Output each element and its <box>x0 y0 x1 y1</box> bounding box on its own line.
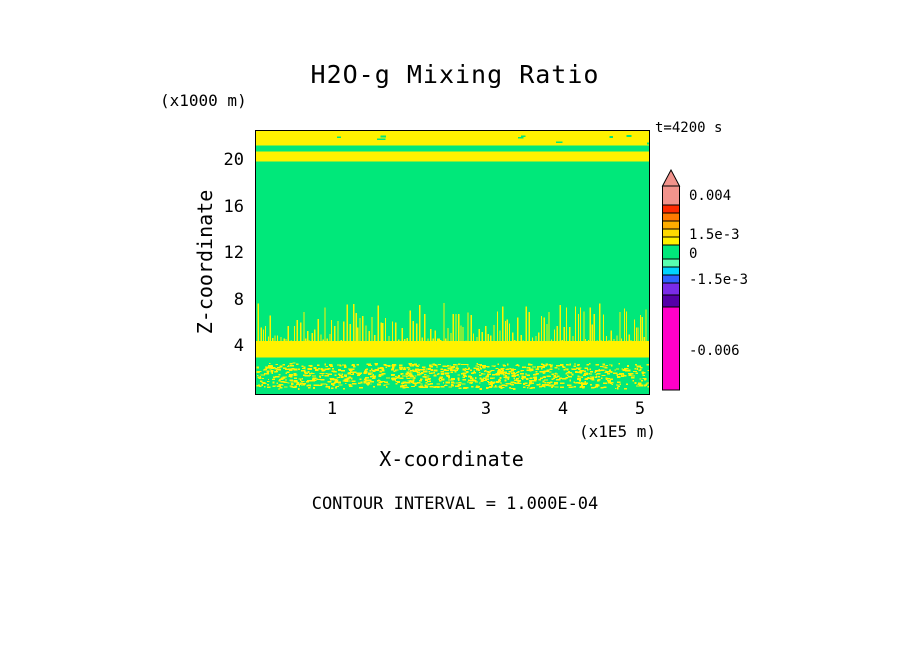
x-tick-3: 3 <box>480 399 492 419</box>
x-axis-unit: (x1E5 m) <box>578 422 656 441</box>
x-tick-2: 2 <box>403 399 415 419</box>
colorbar <box>661 169 681 391</box>
colorbar-label-low: -0.006 <box>689 343 740 359</box>
x-tick-5: 5 <box>634 399 646 419</box>
y-axis-unit: (x1000 m) <box>160 91 247 110</box>
plot-field <box>255 130 650 395</box>
x-axis-label: X-coordinate <box>379 447 524 471</box>
y-tick-20: 20 <box>223 150 244 170</box>
y-tick-4: 4 <box>233 336 244 356</box>
time-annotation: t=4200 s <box>655 120 723 136</box>
x-tick-1: 1 <box>326 399 338 419</box>
chart-title: H2O-g Mixing Ratio <box>310 60 600 89</box>
colorbar-label-zero: 0 <box>689 246 698 262</box>
colorbar-label-mid-neg: -1.5e-3 <box>689 272 749 288</box>
y-tick-8: 8 <box>233 290 244 310</box>
contour-interval-label: CONTOUR INTERVAL = 1.000E-04 <box>311 494 599 514</box>
colorbar-label-mid-pos: 1.5e-3 <box>689 227 740 243</box>
colorbar-label-high: 0.004 <box>689 188 732 204</box>
x-tick-4: 4 <box>557 399 569 419</box>
y-tick-12: 12 <box>223 243 244 263</box>
y-tick-16: 16 <box>223 197 244 217</box>
